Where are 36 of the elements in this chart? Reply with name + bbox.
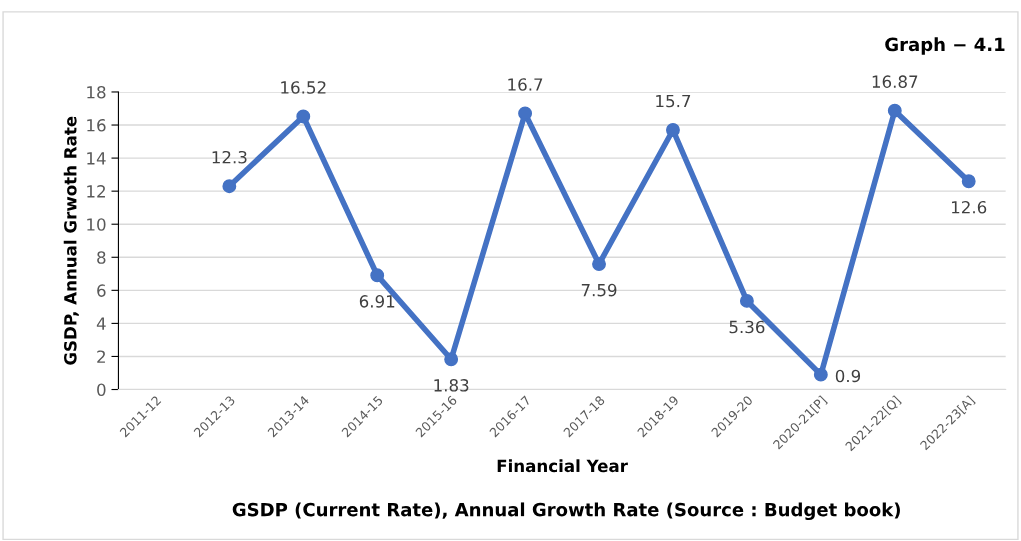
data-label: 16.7 — [508, 78, 543, 91]
y-tick-label: 8 — [97, 251, 106, 264]
y-tick-label: 2 — [97, 350, 105, 363]
data-label: 5.36 — [729, 320, 765, 334]
point — [739, 293, 754, 308]
y-tick-label: 14 — [87, 152, 106, 165]
y-tick-label: 10 — [87, 218, 106, 231]
y-tick-label: 0 — [97, 383, 106, 397]
point — [444, 352, 459, 367]
y-tick-label: 6 — [97, 284, 106, 297]
chart-title: Graph − 4.1 — [885, 37, 1005, 55]
y-axis-title: GSDP, Annual Grwoth Rate — [63, 116, 79, 365]
point — [666, 123, 680, 137]
point — [887, 103, 902, 118]
y-tick-label: 16 — [87, 118, 106, 132]
data-label: 7.59 — [581, 283, 617, 297]
text: GSDP (Current Rate), Annual Growth Rate (Source : Budget book) — [232, 502, 900, 521]
point — [222, 179, 237, 194]
data-label: 0.9 — [835, 369, 861, 383]
y-tick-label: 4 — [96, 317, 106, 330]
y-tick-label: 18 — [87, 85, 106, 99]
point — [592, 257, 606, 271]
point — [370, 268, 385, 283]
data-label: 12.3 — [212, 150, 247, 164]
data-label: 16.52 — [281, 81, 326, 94]
point — [961, 174, 976, 189]
data-label: 6.91 — [359, 295, 395, 308]
point — [296, 109, 311, 124]
data-label: 16.87 — [872, 75, 918, 88]
data-label: 1.83 — [434, 379, 469, 392]
point — [518, 106, 533, 121]
data-label: 15.7 — [656, 94, 691, 108]
data-label: 12.6 — [951, 200, 987, 214]
x-axis-title: Financial Year — [497, 459, 628, 473]
y-tick-label: 12 — [87, 185, 105, 198]
point — [813, 367, 828, 382]
